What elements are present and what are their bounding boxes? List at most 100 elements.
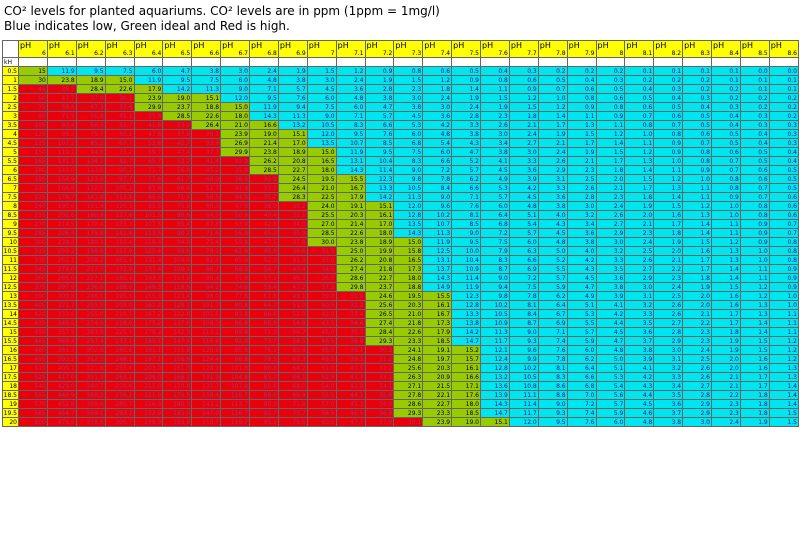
blank-cell — [220, 57, 250, 67]
co2-cell: 378.6 — [75, 417, 106, 427]
co2-cell: 1.1 — [653, 165, 684, 175]
co2-cell: 238.9 — [133, 417, 164, 427]
co2-cell: 64.2 — [277, 363, 308, 373]
co2-cell: 31.2 — [364, 354, 395, 364]
co2-cell: 2.1 — [595, 183, 626, 193]
co2-cell: 0.4 — [739, 129, 770, 139]
co2-cell: 119.7 — [220, 417, 250, 427]
table-row: 1.5 45 35.7 28.4 22.6 17.9 14.2 11.3 9.0 7.1 5.7 4.… — [2, 84, 800, 94]
co2-cell: 464.7 — [46, 408, 77, 418]
co2-cell: 1.6 — [739, 354, 770, 364]
co2-cell: 4.8 — [335, 93, 366, 103]
co2-cell: 5.5 — [537, 264, 568, 274]
co2-cell: 113.6 — [75, 165, 106, 175]
co2-cell: 15.1 — [191, 93, 222, 103]
co2-cell: 45 — [18, 84, 48, 94]
co2-cell: 2.8 — [566, 192, 597, 202]
co2-cell: 36.9 — [364, 408, 395, 418]
co2-cell: 510 — [18, 363, 48, 373]
co2-cell: 0.2 — [768, 111, 800, 121]
co2-cell: 0.3 — [653, 84, 684, 94]
co2-cell: 71.5 — [46, 111, 77, 121]
table-row: 7.5 225 178.7 141.9 112.8 89.6 71.1 56.5 44.9 35.… — [2, 192, 800, 202]
co2-cell: 22.7 — [364, 273, 395, 283]
co2-cell: 21.4 — [249, 138, 279, 148]
co2-cell: 5.4 — [508, 219, 539, 229]
co2-cell: 1.9 — [364, 75, 395, 85]
co2-cell: 26.2 — [249, 156, 279, 166]
co2-cell: 9.5 — [249, 93, 279, 103]
co2-cell: 6.4 — [566, 363, 597, 373]
co2-cell: 79.1 — [191, 246, 222, 256]
co2-cell: 27.1 — [393, 381, 424, 391]
ph-header: 6.8 — [249, 50, 279, 58]
co2-cell: 12.5 — [422, 246, 453, 256]
co2-cell: 9.5 — [162, 75, 193, 85]
co2-cell: 312.3 — [75, 354, 106, 364]
co2-cell: 10.2 — [422, 210, 453, 220]
co2-cell: 1.6 — [711, 291, 741, 301]
co2-cell: 25.5 — [306, 210, 337, 220]
co2-cell: 1.9 — [624, 201, 655, 211]
co2-cell: 5.7 — [451, 165, 481, 175]
co2-cell: 23.3 — [393, 336, 424, 346]
co2-cell: 9.6 — [422, 201, 453, 211]
heading-line-2: Blue indicates low, Green ideal and Red … — [4, 19, 290, 33]
co2-cell: 26.4 — [277, 183, 308, 193]
co2-cell: 7.5 — [393, 147, 424, 157]
co2-cell: 6.8 — [393, 138, 424, 148]
co2-cell: 2.0 — [624, 210, 655, 220]
ph-label: pH — [393, 40, 424, 50]
co2-cell: 1.2 — [508, 93, 539, 103]
co2-cell: 3.8 — [566, 237, 597, 247]
co2-cell: 1.6 — [739, 363, 770, 373]
kh-header: 17.5 — [2, 372, 19, 382]
co2-cell: 92.8 — [220, 336, 250, 346]
co2-cell: 10.8 — [508, 381, 539, 391]
co2-cell: 0.1 — [711, 75, 741, 85]
co2-cell: 0.0 — [739, 66, 770, 76]
co2-cell: 195.5 — [104, 291, 135, 301]
co2-cell: 165 — [18, 156, 48, 166]
co2-cell: 3.2 — [624, 300, 655, 310]
co2-cell: 82.9 — [191, 255, 222, 265]
co2-cell: 3.0 — [220, 66, 250, 76]
co2-cell: 34.1 — [364, 381, 395, 391]
co2-cell: 3.0 — [480, 129, 510, 139]
table-row: 12 360 286.0 227.1 180.4 143.3 113.9 90.4 71.8 57… — [2, 273, 800, 283]
co2-cell: 0.3 — [595, 75, 626, 85]
co2-cell: 49.5 — [306, 354, 337, 364]
co2-cell: 265.0 — [75, 309, 106, 319]
co2-cell: 0.2 — [768, 93, 800, 103]
co2-cell: 4.8 — [249, 75, 279, 85]
blank-cell — [46, 57, 77, 67]
co2-cell: 4.3 — [451, 138, 481, 148]
co2-cell: 14.3 — [249, 111, 279, 121]
co2-cell: 15.5 — [335, 174, 366, 184]
co2-cell: 8.4 — [422, 183, 453, 193]
co2-cell: 172.9 — [104, 264, 135, 274]
co2-cell: 0.9 — [451, 75, 481, 85]
co2-cell: 55.5 — [306, 390, 337, 400]
co2-cell: 0.5 — [768, 174, 800, 184]
blank-cell — [653, 57, 684, 67]
co2-cell: 109.1 — [162, 264, 193, 274]
co2-cell: 17.6 — [451, 390, 481, 400]
co2-cell: 3.9 — [595, 291, 626, 301]
co2-cell: 13.5 — [306, 138, 337, 148]
table-row: 11.5 345 274.0 217.7 172.9 137.4 109.1 86.7 68.9… — [2, 264, 800, 274]
co2-cell: 1.9 — [711, 345, 741, 355]
co2-cell: 0.8 — [711, 174, 741, 184]
co2-cell: 0.6 — [739, 165, 770, 175]
co2-cell: 0.2 — [682, 75, 712, 85]
co2-cell: 1.3 — [739, 309, 770, 319]
co2-cell: 59.7 — [133, 147, 164, 157]
co2-cell: 14.2 — [364, 192, 395, 202]
co2-cell: 0.3 — [508, 66, 539, 76]
co2-cell: 1.4 — [768, 390, 800, 400]
co2-cell: 2.7 — [595, 219, 626, 229]
co2-cell: 4.8 — [624, 417, 655, 427]
co2-cell: 6.0 — [508, 237, 539, 247]
co2-cell: 26.2 — [335, 255, 366, 265]
co2-cell: 2.5 — [682, 354, 712, 364]
